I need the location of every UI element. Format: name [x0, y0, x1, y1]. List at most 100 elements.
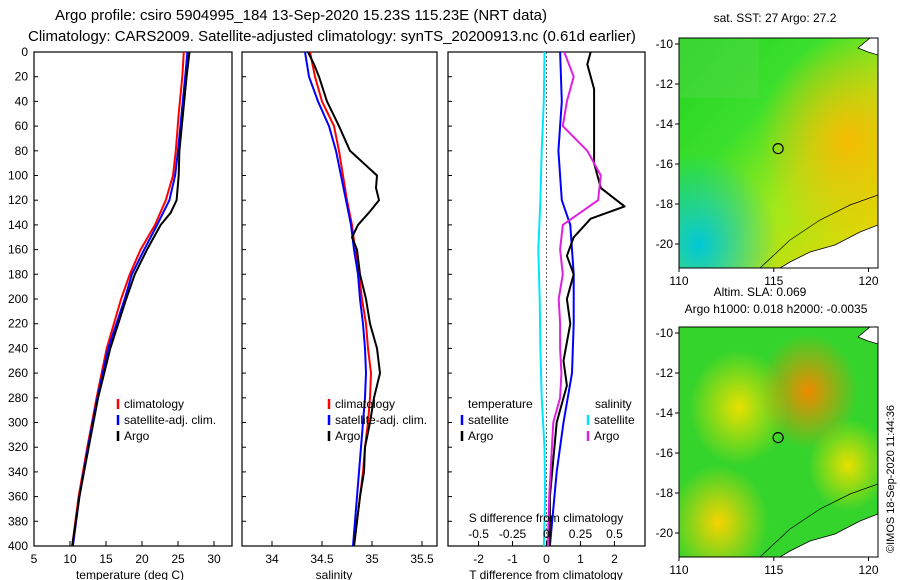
x-tick-label: 35.5 — [410, 552, 434, 566]
depth-tick-label: 40 — [15, 94, 29, 108]
salinity-legend: climatology satellite-adj. clim. Argo — [327, 397, 427, 443]
depth-tick-label: 20 — [15, 70, 29, 84]
depth-tick-label: 220 — [8, 317, 28, 331]
series-line-argo — [71, 51, 191, 547]
series-line-argo — [307, 51, 381, 547]
x-tick-label: -2 — [473, 552, 484, 566]
x-tick-label: -1 — [507, 552, 518, 566]
depth-tick-label: 340 — [8, 465, 28, 479]
temperature-axis-label: temperature (deg C) — [76, 568, 184, 580]
coastline — [857, 327, 878, 345]
depth-tick-label: 400 — [8, 539, 28, 553]
lon-tick-label: 120 — [859, 563, 879, 577]
coastline — [857, 38, 878, 56]
legend-title-temperature: temperature — [468, 397, 533, 411]
x-tick-label: 34 — [265, 552, 279, 566]
depth-tick-label: 300 — [8, 416, 28, 430]
lat-tick-label: -14 — [656, 406, 674, 420]
lat-tick-label: -20 — [656, 526, 674, 540]
legend-label-climatology: climatology — [335, 397, 395, 411]
lat-tick-label: -16 — [656, 446, 674, 460]
series-line-climatology — [309, 51, 372, 547]
depth-tick-label: 260 — [8, 366, 28, 380]
x-tick-label: 25 — [171, 552, 185, 566]
lat-tick-label: -12 — [656, 366, 674, 380]
argo-location-marker — [772, 432, 784, 444]
t-diff-axis-label: T difference from climatology — [469, 568, 623, 580]
lat-tick-label: -20 — [656, 237, 674, 251]
series-line-s-argo — [546, 51, 602, 547]
title-line-1: Argo profile: csiro 5904995_184 13-Sep-2… — [55, 7, 547, 24]
x-tick-label: 0 — [543, 552, 550, 566]
x-tick-label: 30 — [207, 552, 221, 566]
bathymetry-contour — [759, 483, 878, 557]
series-line-t-argo — [548, 51, 626, 546]
sst-map-frame — [678, 37, 879, 269]
x-tick-label: 5 — [31, 552, 38, 566]
legend-label-argo: Argo — [335, 429, 361, 443]
series-line-satellite-adj-clim- — [71, 51, 189, 547]
lon-tick-label: 115 — [764, 563, 783, 577]
depth-tick-label: 380 — [8, 514, 28, 528]
coastline — [779, 513, 878, 557]
depth-tick-label: 200 — [8, 292, 28, 306]
lat-tick-label: -10 — [656, 326, 674, 340]
s-tick-label: 0.25 — [569, 527, 593, 541]
depth-tick-label: 120 — [8, 193, 28, 207]
series-line-s-satellite — [537, 51, 547, 547]
series-line-satellite-adj-clim- — [304, 51, 367, 547]
salinity-axis-label: salinity — [316, 568, 353, 580]
x-tick-label: 10 — [63, 552, 77, 566]
temperature-panel — [33, 51, 233, 547]
depth-tick-label: 160 — [8, 243, 28, 257]
s-tick-label: -0.5 — [468, 527, 489, 541]
lat-tick-label: -16 — [656, 157, 674, 171]
credit: ©IMOS 18-Sep-2020 11:44:36 — [885, 405, 897, 553]
lat-tick-label: -18 — [656, 486, 674, 500]
sla-map-title-1: Altim. SLA: 0.069 — [714, 285, 807, 299]
sla-map-frame — [678, 326, 879, 558]
legend-label-t-argo: Argo — [468, 429, 494, 443]
x-tick-label: 20 — [135, 552, 149, 566]
x-tick-label: 15 — [99, 552, 113, 566]
lon-tick-label: 120 — [859, 274, 879, 288]
x-tick-label: 1 — [577, 552, 584, 566]
depth-tick-label: 240 — [8, 341, 28, 355]
legend-label-argo: Argo — [124, 429, 150, 443]
legend-label-s-satellite: satellite — [594, 413, 635, 427]
legend-title-salinity: salinity — [595, 397, 632, 411]
s-tick-label: 0.5 — [606, 527, 623, 541]
depth-tick-label: 80 — [15, 144, 29, 158]
legend-label-climatology: climatology — [124, 397, 184, 411]
bathymetry-contour — [759, 194, 878, 268]
s-diff-axis-label: S difference from climatology — [469, 511, 624, 525]
depth-tick-label: 360 — [8, 490, 28, 504]
legend-label-t-satellite: satellite — [468, 413, 509, 427]
difference-panel — [447, 51, 646, 547]
depth-tick-label: 140 — [8, 218, 28, 232]
lat-tick-label: -10 — [656, 37, 674, 51]
sst-map-title: sat. SST: 27 Argo: 27.2 — [714, 11, 837, 25]
lon-tick-label: 110 — [669, 274, 688, 288]
title-line-2: Climatology: CARS2009. Satellite-adjuste… — [28, 28, 636, 45]
series-line-climatology — [71, 51, 185, 547]
lat-tick-label: -14 — [656, 117, 674, 131]
sla-map — [679, 327, 878, 557]
depth-tick-label: 280 — [8, 391, 28, 405]
depth-tick-label: 0 — [21, 45, 28, 59]
x-tick-label: 35 — [365, 552, 379, 566]
depth-tick-label: 180 — [8, 267, 28, 281]
depth-tick-label: 100 — [8, 169, 28, 183]
lon-tick-label: 115 — [764, 274, 783, 288]
x-tick-label: 34.5 — [310, 552, 334, 566]
difference-legend: temperature salinity satellite Argo sate… — [460, 397, 635, 443]
coastline — [779, 224, 878, 268]
argo-location-marker — [772, 143, 784, 155]
s-tick-label: -0.25 — [499, 527, 527, 541]
depth-tick-label: 320 — [8, 440, 28, 454]
legend-label-satellite-adj: satellite-adj. clim. — [124, 413, 216, 427]
temperature-legend: climatology satellite-adj. clim. Argo — [116, 397, 216, 443]
lon-tick-label: 110 — [669, 563, 688, 577]
x-tick-label: 2 — [611, 552, 618, 566]
